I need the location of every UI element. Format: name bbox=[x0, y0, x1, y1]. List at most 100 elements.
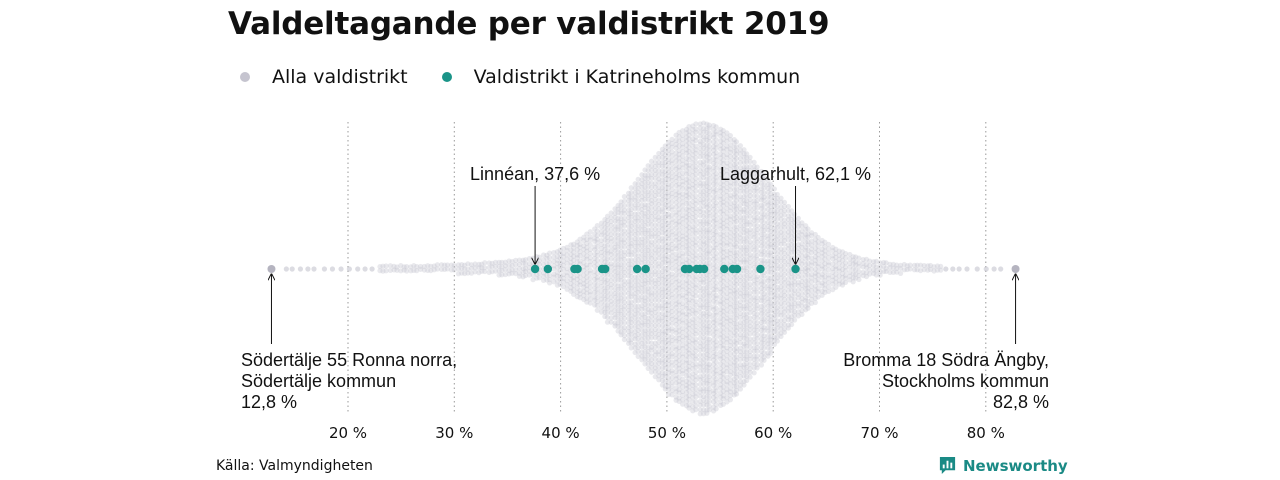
district-point bbox=[648, 242, 655, 249]
district-point bbox=[690, 190, 696, 196]
district-point bbox=[642, 202, 648, 208]
district-point bbox=[706, 125, 712, 131]
district-point bbox=[697, 305, 703, 311]
district-point bbox=[564, 256, 570, 262]
district-point bbox=[683, 382, 690, 388]
district-point bbox=[662, 315, 668, 321]
district-point bbox=[713, 212, 719, 218]
district-point bbox=[673, 132, 679, 138]
district-point bbox=[697, 188, 703, 194]
district-point bbox=[621, 223, 627, 229]
district-point bbox=[662, 362, 668, 368]
district-point bbox=[669, 363, 675, 369]
district-point bbox=[626, 236, 632, 242]
district-point bbox=[626, 320, 632, 326]
district-point bbox=[648, 344, 655, 351]
district-point bbox=[656, 201, 662, 208]
district-point bbox=[632, 315, 638, 321]
district-point bbox=[825, 241, 832, 247]
district-point bbox=[602, 301, 608, 307]
district-point bbox=[669, 287, 675, 293]
district-point bbox=[642, 222, 648, 229]
district-point bbox=[581, 260, 587, 266]
district-point bbox=[659, 315, 665, 321]
district-point bbox=[697, 168, 703, 174]
district-point bbox=[693, 201, 699, 207]
district-point bbox=[673, 380, 679, 386]
district-point bbox=[632, 185, 638, 191]
district-point bbox=[394, 264, 400, 270]
district-point bbox=[338, 266, 344, 272]
district-point bbox=[608, 239, 614, 245]
district-point bbox=[592, 276, 598, 283]
district-point bbox=[665, 139, 672, 145]
district-point bbox=[785, 203, 791, 210]
district-point bbox=[592, 290, 598, 296]
district-point bbox=[686, 246, 692, 252]
district-point bbox=[700, 196, 707, 202]
district-point bbox=[693, 197, 699, 204]
district-point bbox=[369, 266, 375, 272]
district-point bbox=[459, 265, 465, 272]
district-point bbox=[387, 267, 393, 274]
district-point bbox=[621, 299, 627, 305]
district-point bbox=[648, 306, 655, 313]
district-point bbox=[665, 202, 672, 208]
district-point bbox=[693, 277, 699, 283]
district-point bbox=[704, 326, 710, 332]
district-point bbox=[648, 175, 655, 181]
district-point bbox=[656, 297, 662, 304]
district-point bbox=[604, 293, 611, 299]
district-point bbox=[669, 174, 675, 180]
district-point bbox=[665, 185, 672, 191]
district-point bbox=[604, 226, 611, 232]
district-point bbox=[645, 352, 651, 358]
district-point bbox=[656, 150, 662, 157]
district-point bbox=[628, 202, 634, 208]
district-point bbox=[697, 309, 703, 315]
district-point bbox=[697, 218, 703, 224]
district-point bbox=[639, 256, 645, 262]
district-point bbox=[639, 223, 645, 229]
district-point bbox=[693, 289, 699, 295]
district-point bbox=[686, 140, 692, 146]
district-point bbox=[693, 285, 699, 291]
district-point bbox=[690, 214, 696, 221]
district-point bbox=[700, 255, 707, 261]
district-point bbox=[604, 238, 611, 244]
katrineholm-district-point bbox=[601, 264, 610, 274]
district-point bbox=[594, 232, 600, 238]
district-point bbox=[706, 364, 712, 370]
district-point bbox=[680, 191, 686, 197]
district-point bbox=[594, 302, 600, 309]
district-point bbox=[639, 303, 645, 309]
district-point bbox=[659, 370, 665, 376]
district-point bbox=[697, 356, 703, 363]
district-point bbox=[551, 266, 557, 272]
district-point bbox=[602, 246, 608, 253]
district-point bbox=[690, 199, 696, 205]
district-point bbox=[710, 245, 717, 251]
district-point bbox=[704, 158, 710, 164]
district-point bbox=[673, 225, 679, 231]
district-point bbox=[680, 350, 686, 357]
district-point bbox=[568, 272, 574, 279]
district-point bbox=[697, 297, 703, 303]
district-point bbox=[635, 320, 641, 326]
district-point bbox=[659, 328, 665, 334]
district-point bbox=[618, 274, 624, 280]
district-point bbox=[635, 240, 641, 246]
district-point bbox=[632, 218, 638, 225]
district-point bbox=[659, 168, 665, 174]
district-point bbox=[645, 184, 651, 190]
district-point bbox=[594, 299, 600, 305]
district-point bbox=[618, 261, 624, 268]
district-point bbox=[686, 318, 692, 324]
district-point bbox=[741, 382, 747, 388]
district-point bbox=[608, 319, 614, 325]
district-point bbox=[635, 181, 641, 187]
district-point bbox=[642, 301, 648, 307]
district-point bbox=[401, 267, 407, 273]
district-point bbox=[652, 268, 658, 275]
district-point bbox=[604, 314, 611, 320]
